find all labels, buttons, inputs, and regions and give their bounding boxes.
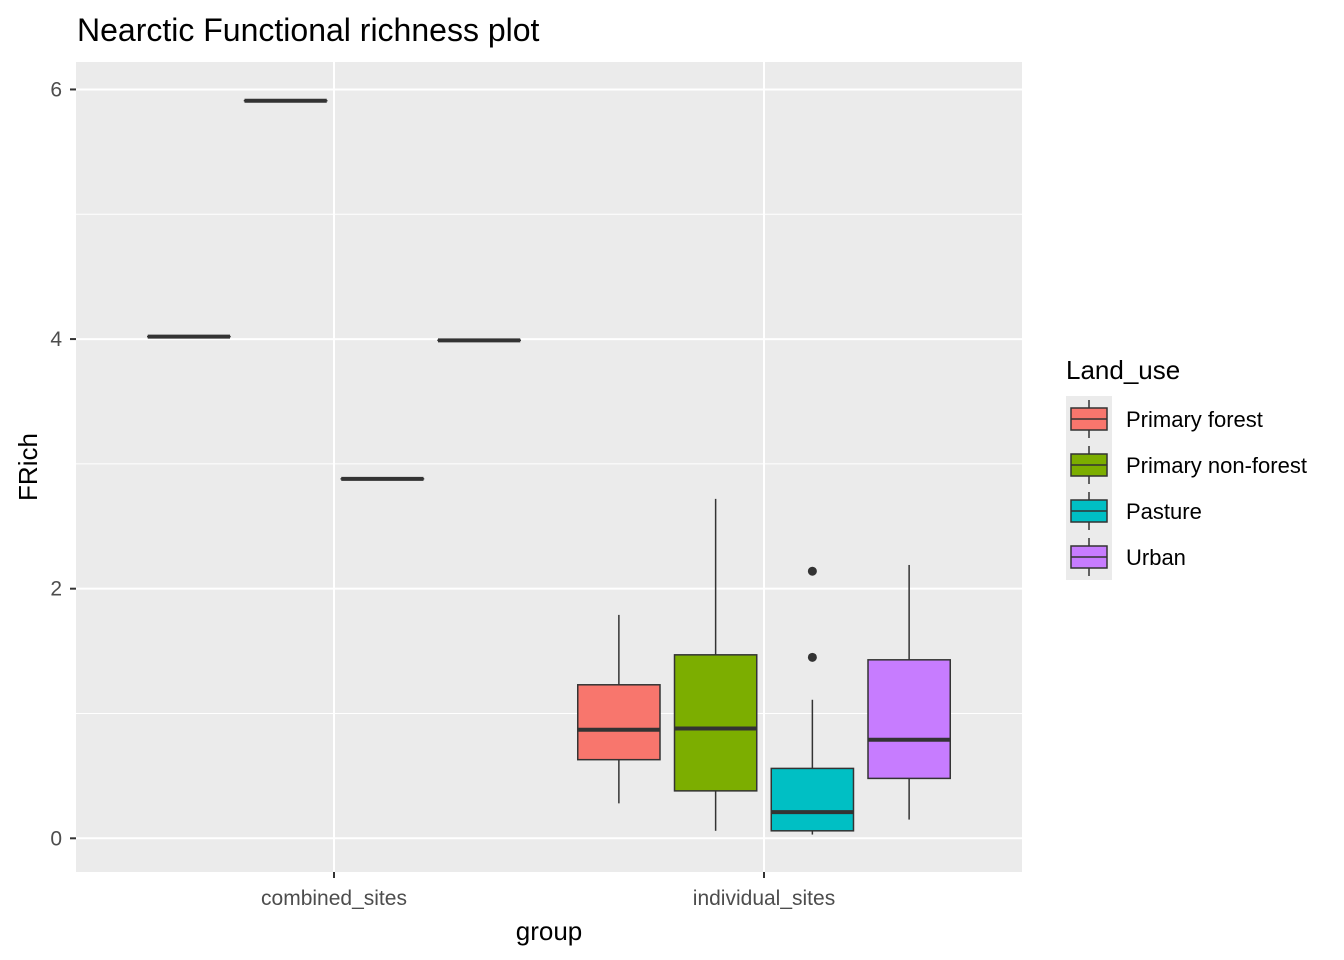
legend-label: Primary forest [1126,407,1263,432]
legend-item-urban: Urban [1066,534,1186,580]
box-layer [147,98,951,835]
box-primary-non-forest-individual_sites [673,498,758,831]
legend-items: Primary forest Primary non-forest Pasture U… [1066,396,1307,580]
box-pasture-individual_sites [770,566,855,835]
plot-panel [76,62,1022,872]
box-body [770,767,855,832]
legend: Land_use Primary forest Primary non-fores… [1066,355,1307,580]
outlier-point [807,566,817,576]
box-primary-forest-individual_sites [577,614,661,804]
box-body [577,684,661,761]
y-axis: 0 2 4 6 [50,78,76,850]
box-body [673,654,758,792]
legend-label: Primary non-forest [1126,453,1307,478]
outlier-point [807,652,817,662]
y-tick-label: 2 [50,578,62,601]
y-tick-label: 4 [50,328,62,351]
legend-label: Urban [1126,545,1186,570]
major-gridlines [76,62,1022,872]
box-body [867,659,951,780]
chart-title: Nearctic Functional richness plot [77,12,540,48]
y-tick-label: 6 [50,78,62,101]
y-tick-label: 0 [50,827,62,850]
legend-item-primary-forest: Primary forest [1066,396,1263,442]
legend-item-pasture: Pasture [1066,488,1202,534]
box-urban-individual_sites [867,564,951,820]
legend-title: Land_use [1066,355,1180,385]
x-axis-title: group [516,916,583,946]
y-axis-title: FRich [13,433,43,501]
x-axis: combined_sites individual_sites [261,872,835,910]
legend-item-primary-non-forest: Primary non-forest [1066,442,1307,488]
minor-gridlines [76,213,1022,714]
x-tick-label: individual_sites [693,887,835,910]
legend-label: Pasture [1126,499,1202,524]
x-tick-label: combined_sites [261,887,407,910]
